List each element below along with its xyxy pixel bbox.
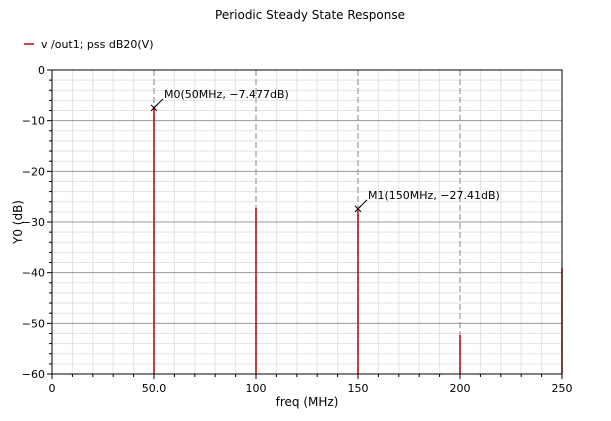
x-tick-label: 250 (552, 382, 573, 395)
chart-title: Periodic Steady State Response (215, 8, 405, 22)
x-tick-label: 150 (348, 382, 369, 395)
y-tick-label: −20 (22, 165, 45, 178)
marker-label: M1(150MHz, −27.41dB) (368, 189, 500, 202)
y-tick-label: −40 (22, 267, 45, 280)
x-axis-tick-labels: 0 50.0 100 150 200 250 (49, 382, 573, 395)
x-tick-label: 200 (450, 382, 471, 395)
y-tick-label: −30 (22, 216, 45, 229)
axis-ticks (47, 70, 562, 379)
x-axis-label: freq (MHz) (276, 395, 339, 409)
x-tick-label: 50.0 (142, 382, 167, 395)
markers: M0(50MHz, −7.477dB) M1(150MHz, −27.41dB) (151, 88, 500, 212)
x-tick-label: 100 (246, 382, 267, 395)
marker-label: M0(50MHz, −7.477dB) (164, 88, 289, 101)
y-tick-label: −10 (22, 115, 45, 128)
grid-major (52, 70, 562, 374)
y-tick-label: −60 (22, 368, 45, 381)
legend: v /out1; pss dB20(V) (24, 38, 154, 51)
y-tick-label: −50 (22, 317, 45, 330)
legend-label: v /out1; pss dB20(V) (41, 38, 154, 51)
y-axis-tick-labels: 0 −10 −20 −30 −40 −50 −60 (22, 64, 45, 381)
x-tick-label: 0 (49, 382, 56, 395)
y-axis-label: Y0 (dB) (11, 200, 25, 245)
marker-leader-line (359, 200, 367, 208)
y-tick-label: 0 (38, 64, 45, 77)
